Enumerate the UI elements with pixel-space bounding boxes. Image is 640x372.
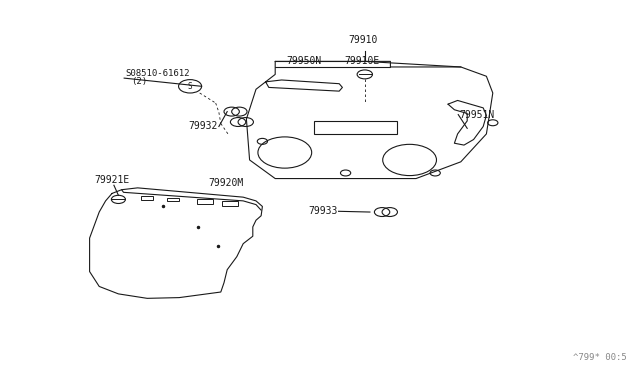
Text: 79921E: 79921E [95,175,130,185]
Text: ^799* 00:5: ^799* 00:5 [573,353,627,362]
Text: 79920M: 79920M [208,178,243,188]
Bar [167,198,179,201]
Text: 79950N: 79950N [287,56,322,66]
Text: 79910: 79910 [348,35,378,45]
Text: 79951N: 79951N [460,110,495,119]
Text: S08510-61612: S08510-61612 [125,69,190,78]
Text: 79933: 79933 [308,206,337,216]
Text: (2): (2) [131,77,147,86]
Text: S: S [188,82,193,91]
Bar [141,196,153,200]
Bar [314,121,397,134]
Bar [223,201,238,206]
Bar [197,199,212,204]
Text: 79910E: 79910E [344,56,380,66]
Text: 79932: 79932 [188,122,218,131]
